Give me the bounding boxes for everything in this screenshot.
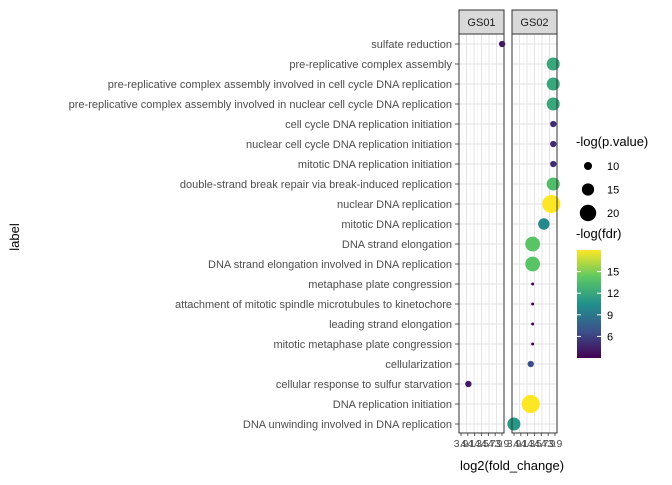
x-tick-label: 3.9 [507, 438, 522, 450]
data-point [465, 380, 472, 388]
y-tick-label: cellular response to sulfur starvation [276, 379, 452, 391]
x-tick-label: 4.3 [467, 438, 482, 450]
category-labels: sulfate reduction pre-replicative complex… [69, 39, 459, 431]
data-point [507, 417, 521, 431]
y-tick-label: DNA strand elongation [342, 239, 452, 251]
y-tick-label: mitotic DNA replication initiation [298, 159, 452, 171]
panels-layer: GS013.94.14.34.54.74.93.9GS023.94.14.34.… [454, 9, 563, 450]
color-legend-label: 15 [607, 267, 619, 279]
y-tick-label: pre-replicative complex assembly [289, 59, 452, 71]
facet-strip [458, 9, 505, 35]
y-tick-label: attachment of mitotic spindle microtubul… [175, 299, 452, 311]
data-point [542, 194, 561, 214]
y-tick-label: sulfate reduction [371, 39, 452, 51]
x-tick-label: 3.9 [495, 438, 510, 450]
y-tick-label: leading strand elongation [329, 319, 452, 331]
data-point [525, 256, 541, 272]
data-point [521, 394, 540, 414]
x-tick-label: 4.5 [527, 438, 542, 450]
data-point [546, 97, 560, 111]
y-tick-label: nuclear cell cycle DNA replication initi… [246, 139, 452, 151]
size-legend-key [579, 204, 597, 222]
color-legend-title: -log(fdr) [576, 226, 622, 241]
data-point [546, 57, 560, 71]
size-legend-key [583, 161, 593, 171]
color-legend-label: 12 [607, 288, 619, 300]
y-tick-label: DNA unwinding involved in DNA replicatio… [243, 419, 452, 431]
x-tick-label: 4.9 [541, 438, 556, 450]
facet-strip [511, 9, 558, 35]
x-tick-label: 3.9 [454, 438, 469, 450]
data-point [546, 177, 560, 191]
data-point [538, 218, 550, 230]
facet-strip-label: GS01 [467, 17, 495, 29]
data-point [550, 160, 557, 168]
size-legend-label: 15 [607, 185, 619, 197]
x-axis-title: log2(fold_change) [460, 458, 564, 473]
y-tick-label: pre-replicative complex assembly involve… [69, 99, 452, 111]
data-point [531, 342, 535, 346]
size-legend-title: -log(p.value) [576, 134, 648, 149]
y-tick-label: DNA replication initiation [333, 399, 452, 411]
x-tick-label: 4.7 [534, 438, 549, 450]
x-tick-label: 4.9 [488, 438, 503, 450]
data-point [550, 140, 557, 148]
color-legend-bar [577, 250, 601, 358]
data-point [546, 77, 560, 91]
facet-strip-label: GS02 [520, 17, 548, 29]
data-point [531, 282, 535, 286]
legends: -log(p.value) 10 15 20 -log(fdr) 6 9 12 15 [576, 134, 648, 358]
x-tick-label: 3.9 [548, 438, 563, 450]
y-tick-label: mitotic DNA replication [341, 219, 452, 231]
color-legend-label: 9 [607, 310, 613, 322]
x-tick-label: 4.1 [514, 438, 529, 450]
data-point [531, 322, 535, 326]
data-point [531, 302, 535, 306]
size-legend-label: 10 [607, 161, 619, 173]
y-tick-label: metaphase plate congression [308, 279, 452, 291]
y-tick-label: nuclear DNA replication [337, 199, 452, 211]
x-tick-label: 4.5 [474, 438, 489, 450]
size-legend-label: 20 [607, 208, 619, 220]
y-tick-label: cellularization [385, 359, 452, 371]
x-tick-label: 4.3 [520, 438, 535, 450]
y-axis-title: label [7, 223, 22, 251]
data-point [525, 236, 541, 252]
color-legend-label: 6 [607, 331, 613, 343]
y-tick-label: mitotic metaphase plate congression [273, 339, 452, 351]
data-point [550, 120, 557, 128]
data-point [527, 360, 534, 368]
x-tick-label: 4.7 [481, 438, 496, 450]
x-tick-label: 4.1 [461, 438, 476, 450]
y-tick-label: DNA strand elongation involved in DNA re… [208, 259, 452, 271]
y-tick-label: double-strand break repair via break-ind… [180, 179, 452, 191]
y-tick-label: cell cycle DNA replication initiation [285, 119, 452, 131]
size-legend-key [581, 183, 595, 196]
y-tick-label: pre-replicative complex assembly involve… [108, 79, 452, 91]
